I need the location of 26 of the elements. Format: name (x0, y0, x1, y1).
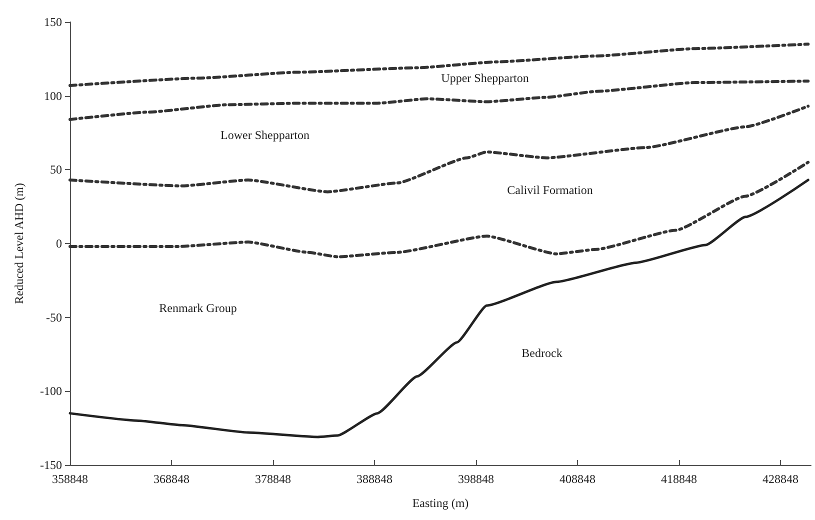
x-tick-label: 408848 (560, 472, 596, 486)
annotation: Upper Shepparton (441, 71, 529, 85)
x-tick-label: 428848 (762, 472, 799, 486)
annotation: Lower Shepparton (220, 128, 310, 142)
line-series (68, 160, 810, 258)
x-tick-label: 368848 (154, 472, 190, 486)
y-tick-label: 150 (44, 15, 62, 29)
line-series (68, 178, 810, 438)
line-series (68, 104, 810, 194)
x-tick-label: 388848 (356, 472, 393, 486)
x-tick-label: 418848 (661, 472, 698, 486)
y-tick-label: -50 (46, 310, 62, 324)
y-tick-label: 100 (44, 88, 62, 103)
annotation: Calivil Formation (507, 183, 593, 197)
x-tick-label: 358848 (52, 472, 88, 486)
annotation: Renmark Group (159, 301, 237, 315)
annotation: Bedrock (522, 346, 562, 360)
y-tick-label: -100 (40, 384, 62, 398)
y-tick-label: 0 (56, 236, 62, 250)
y-tick-label: 50 (50, 162, 62, 177)
line-series (68, 42, 810, 87)
y-tick-label: -150 (40, 458, 62, 472)
x-axis-title: Easting (m) (412, 496, 469, 510)
x-tick-label: 398848 (458, 472, 494, 486)
x-tick-label: 378848 (255, 472, 292, 486)
y-axis-title: Reduced Level AHD (m) (12, 183, 26, 304)
